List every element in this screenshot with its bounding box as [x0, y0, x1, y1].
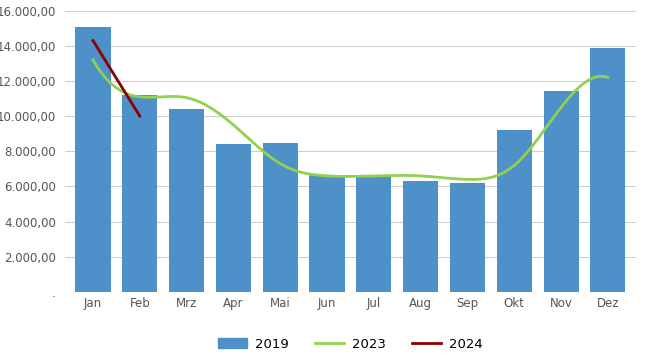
2023 [89, 58, 97, 62]
Bar [544, 91, 579, 292]
2023 [468, 177, 476, 182]
2023 [604, 75, 612, 80]
Bar [216, 144, 251, 292]
Bar [75, 27, 110, 292]
2023 [557, 105, 565, 109]
2023 [404, 173, 412, 178]
Bar [450, 183, 485, 292]
2023 [525, 148, 533, 153]
Bar [169, 109, 204, 292]
Bar [591, 48, 626, 292]
2023 [396, 173, 404, 178]
Bar [122, 95, 157, 292]
2024 [89, 38, 97, 43]
Bar [496, 130, 532, 292]
Legend: 2019, 2023, 2024: 2019, 2023, 2024 [213, 332, 488, 356]
2024 [136, 114, 143, 118]
Bar [356, 176, 391, 292]
Bar [310, 175, 345, 292]
Bar [403, 181, 438, 292]
2023 [91, 61, 99, 65]
Line: 2023: 2023 [93, 60, 608, 179]
Line: 2024: 2024 [93, 41, 140, 116]
2023 [394, 173, 402, 178]
Bar [263, 143, 298, 292]
